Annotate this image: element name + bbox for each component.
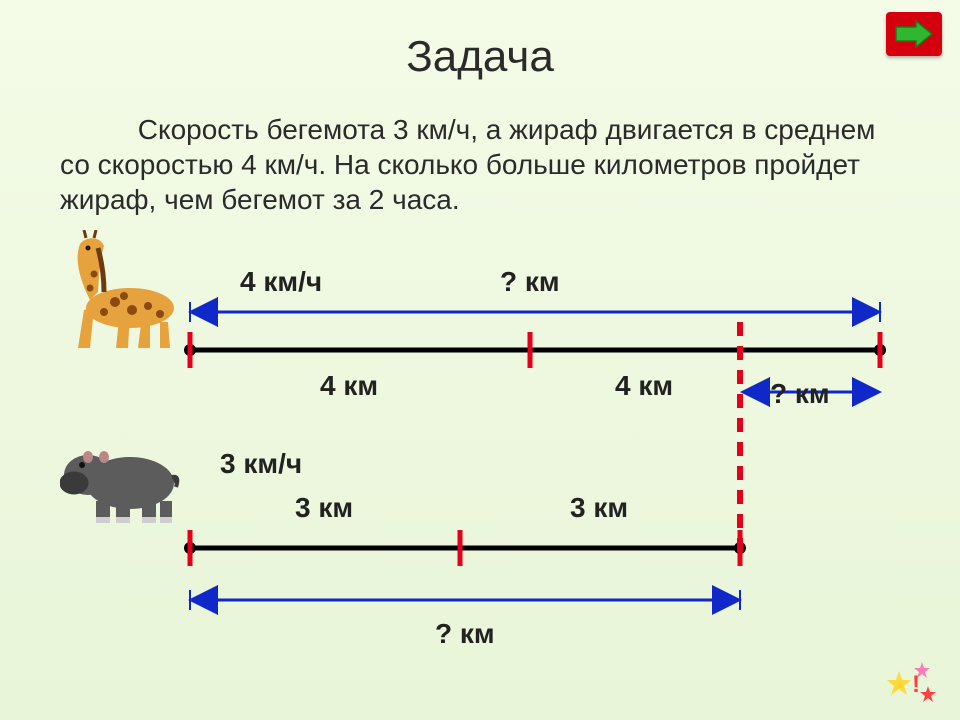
giraffe-seg1-label: 4 км bbox=[320, 370, 378, 402]
problem-body: Скорость бегемота 3 км/ч, а жираф двигае… bbox=[60, 114, 875, 215]
hippo-speed-label: 3 км/ч bbox=[220, 448, 302, 480]
diagram: 4 км/ч ? км 4 км 4 км ? км 3 км/ч 3 км 3… bbox=[60, 230, 900, 670]
hint-stars-icon: ! bbox=[876, 650, 946, 710]
difference-label: ? км bbox=[770, 378, 830, 410]
giraffe-speed-label: 4 км/ч bbox=[240, 266, 322, 298]
slide: Задача Скорость бегемота 3 км/ч, а жираф… bbox=[0, 0, 960, 720]
giraffe-seg2-label: 4 км bbox=[615, 370, 673, 402]
giraffe-total-label: ? км bbox=[500, 266, 560, 298]
hippo-seg2-label: 3 км bbox=[570, 492, 628, 524]
diagram-lines bbox=[60, 230, 900, 670]
hippo-seg1-label: 3 км bbox=[295, 492, 353, 524]
hippo-total-label: ? км bbox=[435, 618, 495, 650]
svg-text:!: ! bbox=[912, 671, 920, 698]
problem-text: Скорость бегемота 3 км/ч, а жираф двигае… bbox=[60, 112, 900, 217]
page-title: Задача bbox=[0, 32, 960, 82]
